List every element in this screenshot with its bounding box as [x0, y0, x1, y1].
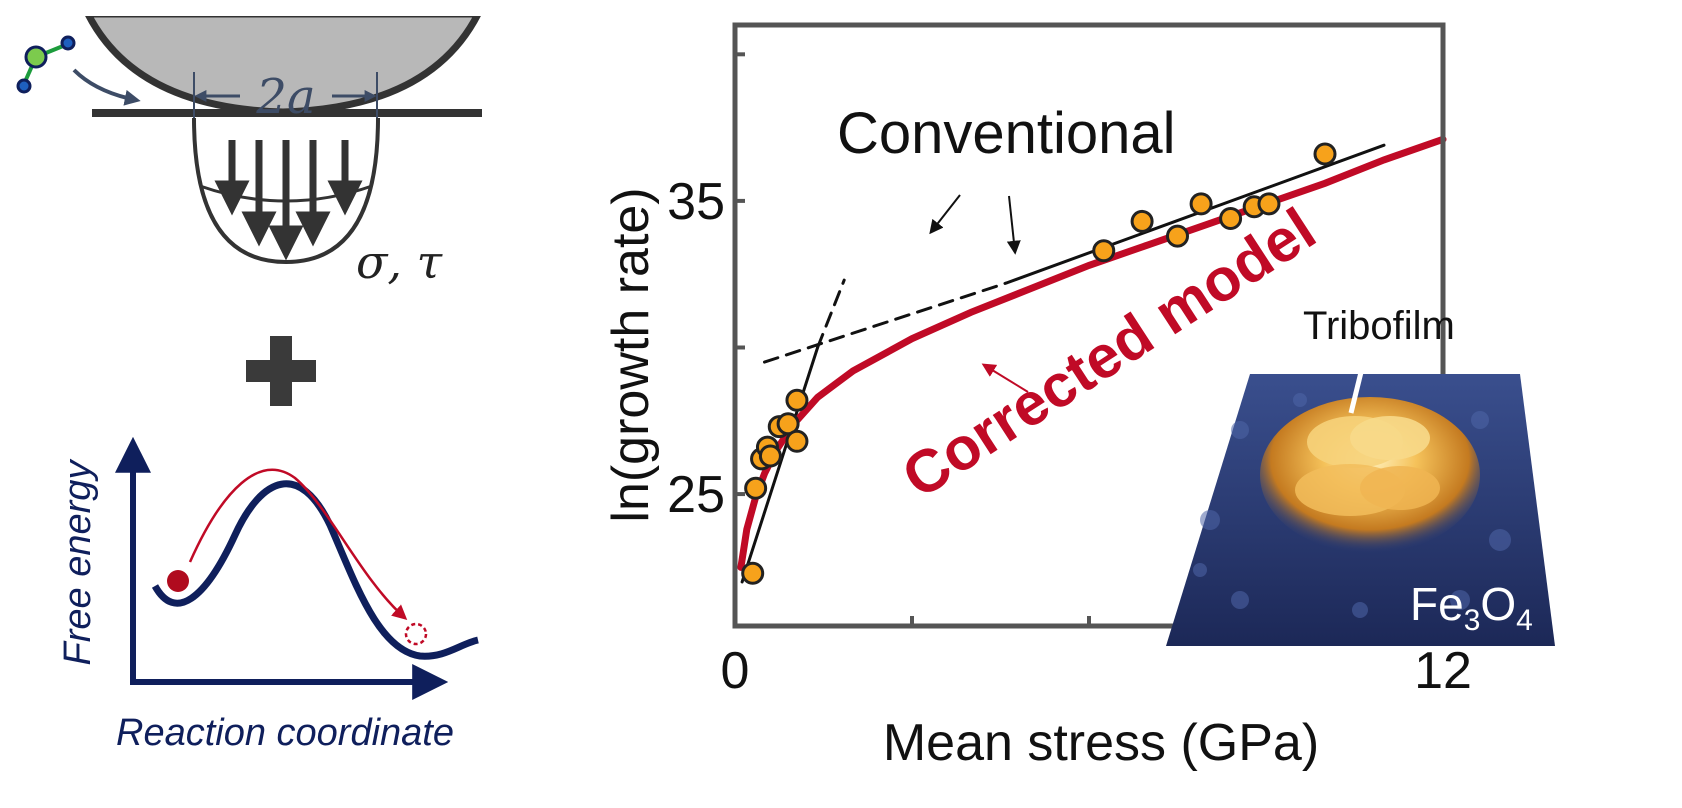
y-axis-label: ln(growth rate)	[602, 187, 660, 522]
data-point	[744, 476, 768, 500]
data-point	[1219, 206, 1243, 230]
series-conventional-extrapolation-high-stress	[763, 281, 1008, 364]
data-point	[1166, 224, 1189, 248]
energy-ylabel: Free energy	[57, 459, 99, 666]
plus-sign: +	[246, 336, 316, 406]
series-conventional-fit-low-stress	[740, 346, 820, 584]
stress-arrows	[214, 140, 363, 261]
tribofilm-pointer	[1348, 359, 1367, 414]
conventional-label: Conventional	[837, 101, 1176, 166]
pressure-distribution	[192, 117, 380, 265]
data-point	[1257, 192, 1281, 216]
data-point	[1189, 192, 1213, 216]
series-conventional-extrapolation-low-stress	[816, 278, 846, 349]
energy-diagram: Free energy Reaction coordinate	[57, 436, 479, 754]
x-tick-label: 12	[1414, 642, 1472, 700]
stress-label: σ, τ	[356, 235, 444, 289]
data-point	[776, 412, 800, 436]
tribofilm-label: Tribofilm	[1303, 304, 1455, 348]
conventional-arrow-2	[1006, 195, 1021, 255]
afm-inset: Tribofilm Fe3O4	[1166, 304, 1555, 646]
data-point	[785, 388, 809, 412]
x-axis-label: Mean stress (GPa)	[883, 714, 1319, 772]
data-point	[758, 444, 782, 468]
molecule-icon	[16, 35, 76, 94]
material-label: Fe3O4	[1410, 578, 1533, 637]
final-state-ball	[404, 622, 428, 646]
corrected-arrow	[981, 363, 1029, 393]
initial-state-ball	[167, 570, 189, 592]
conventional-arrow-1	[929, 194, 961, 235]
x-tick-label: 0	[721, 642, 750, 700]
energy-xlabel: Reaction coordinate	[116, 712, 454, 754]
data-point	[741, 561, 765, 585]
data-point	[1092, 239, 1116, 263]
energy-curve	[151, 480, 479, 660]
contact-width-label: 2a	[255, 69, 315, 125]
y-tick-label: 25	[667, 466, 725, 524]
contact-schematic: 2a σ, τ	[16, 8, 484, 289]
data-point	[1313, 142, 1337, 166]
y-tick-label: 35	[667, 173, 725, 231]
reaction-path-arrow	[188, 468, 408, 620]
series-conventional-fit-high-stress	[1004, 143, 1386, 285]
data-point	[785, 429, 809, 453]
adsorption-arrow	[72, 68, 141, 106]
data-point	[1130, 209, 1154, 233]
